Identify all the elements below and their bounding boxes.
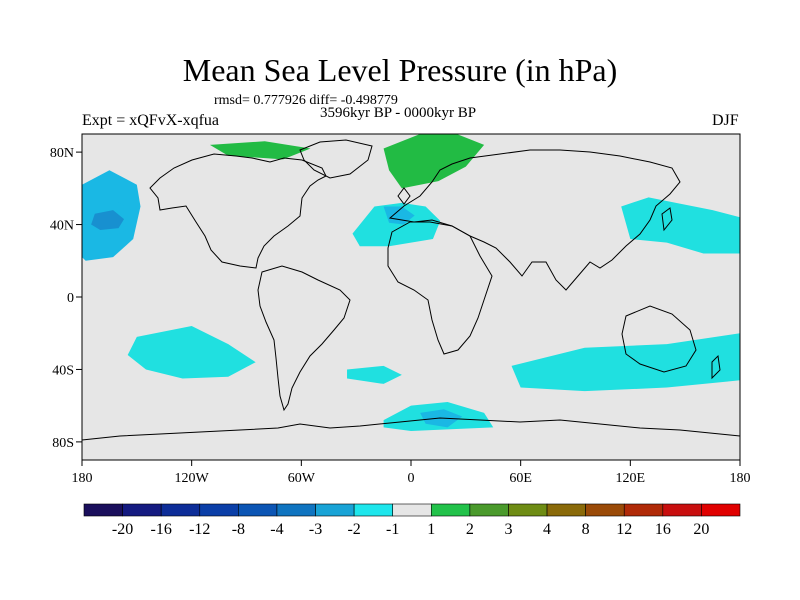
colorbar-swatch xyxy=(623,503,664,517)
colorbar-swatch xyxy=(276,503,316,517)
uk-coast xyxy=(397,187,411,205)
colorbar-swatch xyxy=(469,503,509,517)
eurasia-coast xyxy=(388,149,681,291)
region-south-atlantic-patch xyxy=(347,365,402,384)
colorbar-label: 20 xyxy=(693,521,709,538)
y-tick-label: 0 xyxy=(67,291,74,306)
map-title: Mean Sea Level Pressure (in hPa) xyxy=(182,52,618,88)
colorbar-swatch xyxy=(585,503,625,517)
colorbar-label: -12 xyxy=(189,521,210,538)
experiment-label: Expt = xQFvX-xqfua xyxy=(82,112,220,129)
colorbar-label: -20 xyxy=(112,521,133,538)
y-tick-label: 80S xyxy=(52,436,74,451)
region-north-atlantic-low-inner xyxy=(383,206,415,225)
colorbar-swatch xyxy=(701,503,741,517)
colorbar-swatch xyxy=(508,503,548,517)
colorbar-swatch xyxy=(315,503,355,517)
region-east-asia-pacific-low xyxy=(621,197,740,254)
japan-coast xyxy=(661,207,673,232)
north-america-coast xyxy=(149,153,327,269)
x-tick-label: 0 xyxy=(408,471,415,486)
colorbar-swatch xyxy=(662,503,702,517)
colorbar-label: -8 xyxy=(232,521,245,538)
y-axis: 80N 40N 0 40S 80S xyxy=(50,146,82,451)
colorbar-label: 2 xyxy=(466,521,474,538)
antarctica-coast xyxy=(81,417,741,441)
region-south-pacific-low xyxy=(127,325,256,379)
colorbar-label: 4 xyxy=(543,521,551,538)
region-north-pacific-low-core xyxy=(91,210,125,230)
colorbar-swatch xyxy=(546,503,586,517)
colorbar-swatch xyxy=(122,503,162,517)
y-tick-label: 40N xyxy=(50,219,74,234)
x-tick-label: 180 xyxy=(730,471,751,486)
colorbar-swatch xyxy=(160,503,201,517)
colorbar-swatch xyxy=(392,503,432,517)
x-axis: 180 120W 60W 0 60E 120E 180 xyxy=(72,460,751,486)
colorbar-label: 16 xyxy=(655,521,671,538)
colorbar-swatch xyxy=(83,503,123,517)
time-period-label: 3596kyr BP - 0000kyr BP xyxy=(320,105,477,121)
colorbar-label: 3 xyxy=(504,521,512,538)
region-north-atlantic-low xyxy=(352,202,441,247)
region-greenland-high xyxy=(383,134,485,189)
colorbar-label: -4 xyxy=(270,521,283,538)
region-arctic-canada-high xyxy=(209,141,311,160)
colorbar-label: 12 xyxy=(616,521,632,538)
colorbar-label: -2 xyxy=(347,521,360,538)
colorbar: -20 -16 -12 -8 -4 -3 -2 -1 1 2 3 4 8 12 16 20 xyxy=(83,503,741,538)
colorbar-label: -3 xyxy=(309,521,322,538)
rmsd-diff-stats: rmsd= 0.777926 diff= -0.498779 xyxy=(214,93,398,108)
colorbar-label: -16 xyxy=(151,521,172,538)
colorbar-label: 8 xyxy=(582,521,590,538)
region-south-indian-low xyxy=(511,333,740,392)
colorbar-swatch xyxy=(353,503,394,517)
x-tick-label: 180 xyxy=(72,471,93,486)
season-label: DJF xyxy=(712,112,739,129)
colorbar-label: 1 xyxy=(427,521,435,538)
x-tick-label: 120E xyxy=(616,471,646,486)
colorbar-swatch xyxy=(430,503,471,517)
australia-coast xyxy=(621,305,697,373)
x-tick-label: 60E xyxy=(509,471,532,486)
y-tick-label: 80N xyxy=(50,146,74,161)
colorbar-label: -1 xyxy=(386,521,399,538)
south-america-coast xyxy=(257,265,351,412)
colorbar-swatch xyxy=(199,503,239,517)
anomaly-regions xyxy=(82,134,740,432)
colorbar-swatch xyxy=(238,503,278,517)
greenland-coast xyxy=(299,139,373,179)
new-zealand-coast xyxy=(711,354,721,380)
coastlines xyxy=(81,139,741,441)
x-tick-label: 60W xyxy=(288,471,316,486)
y-tick-label: 40S xyxy=(52,363,74,378)
x-tick-label: 120W xyxy=(175,471,210,486)
